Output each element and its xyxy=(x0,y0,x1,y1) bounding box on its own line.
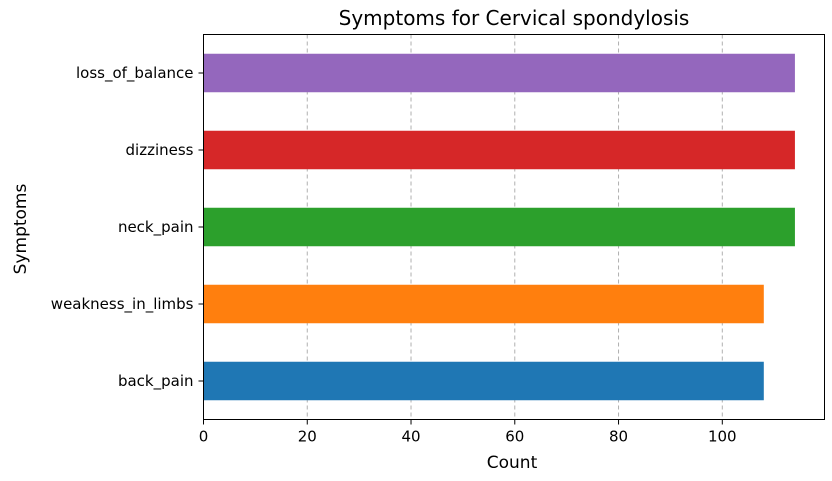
y-ticks: back_pain weakness_in_limbs neck_pain dizzi… xyxy=(51,64,204,391)
x-tick-label: 0 xyxy=(199,428,209,446)
x-tick-label: 40 xyxy=(401,428,420,446)
chart-title: Symptoms for Cervical spondylosis xyxy=(339,6,690,30)
y-tick-label: loss_of_balance xyxy=(76,64,194,83)
bars xyxy=(203,53,795,401)
x-tick-label: 80 xyxy=(609,428,628,446)
bar-loss-of-balance xyxy=(203,53,795,93)
x-axis-label: Count xyxy=(487,453,538,473)
y-tick-label: weakness_in_limbs xyxy=(51,295,194,314)
bar-weakness-in-limbs xyxy=(203,284,764,324)
x-ticks: 0 20 40 60 80 100 xyxy=(199,419,737,446)
x-tick-label: 60 xyxy=(505,428,524,446)
y-tick-label: back_pain xyxy=(118,372,194,391)
y-tick-label: dizziness xyxy=(126,141,194,159)
bar-dizziness xyxy=(203,130,795,170)
x-tick-label: 100 xyxy=(708,428,737,446)
bar-neck-pain xyxy=(203,207,795,247)
bar-back-pain xyxy=(203,361,764,401)
x-tick-label: 20 xyxy=(298,428,317,446)
y-tick-label: neck_pain xyxy=(118,218,194,237)
y-axis-label: Symptoms xyxy=(11,184,31,275)
